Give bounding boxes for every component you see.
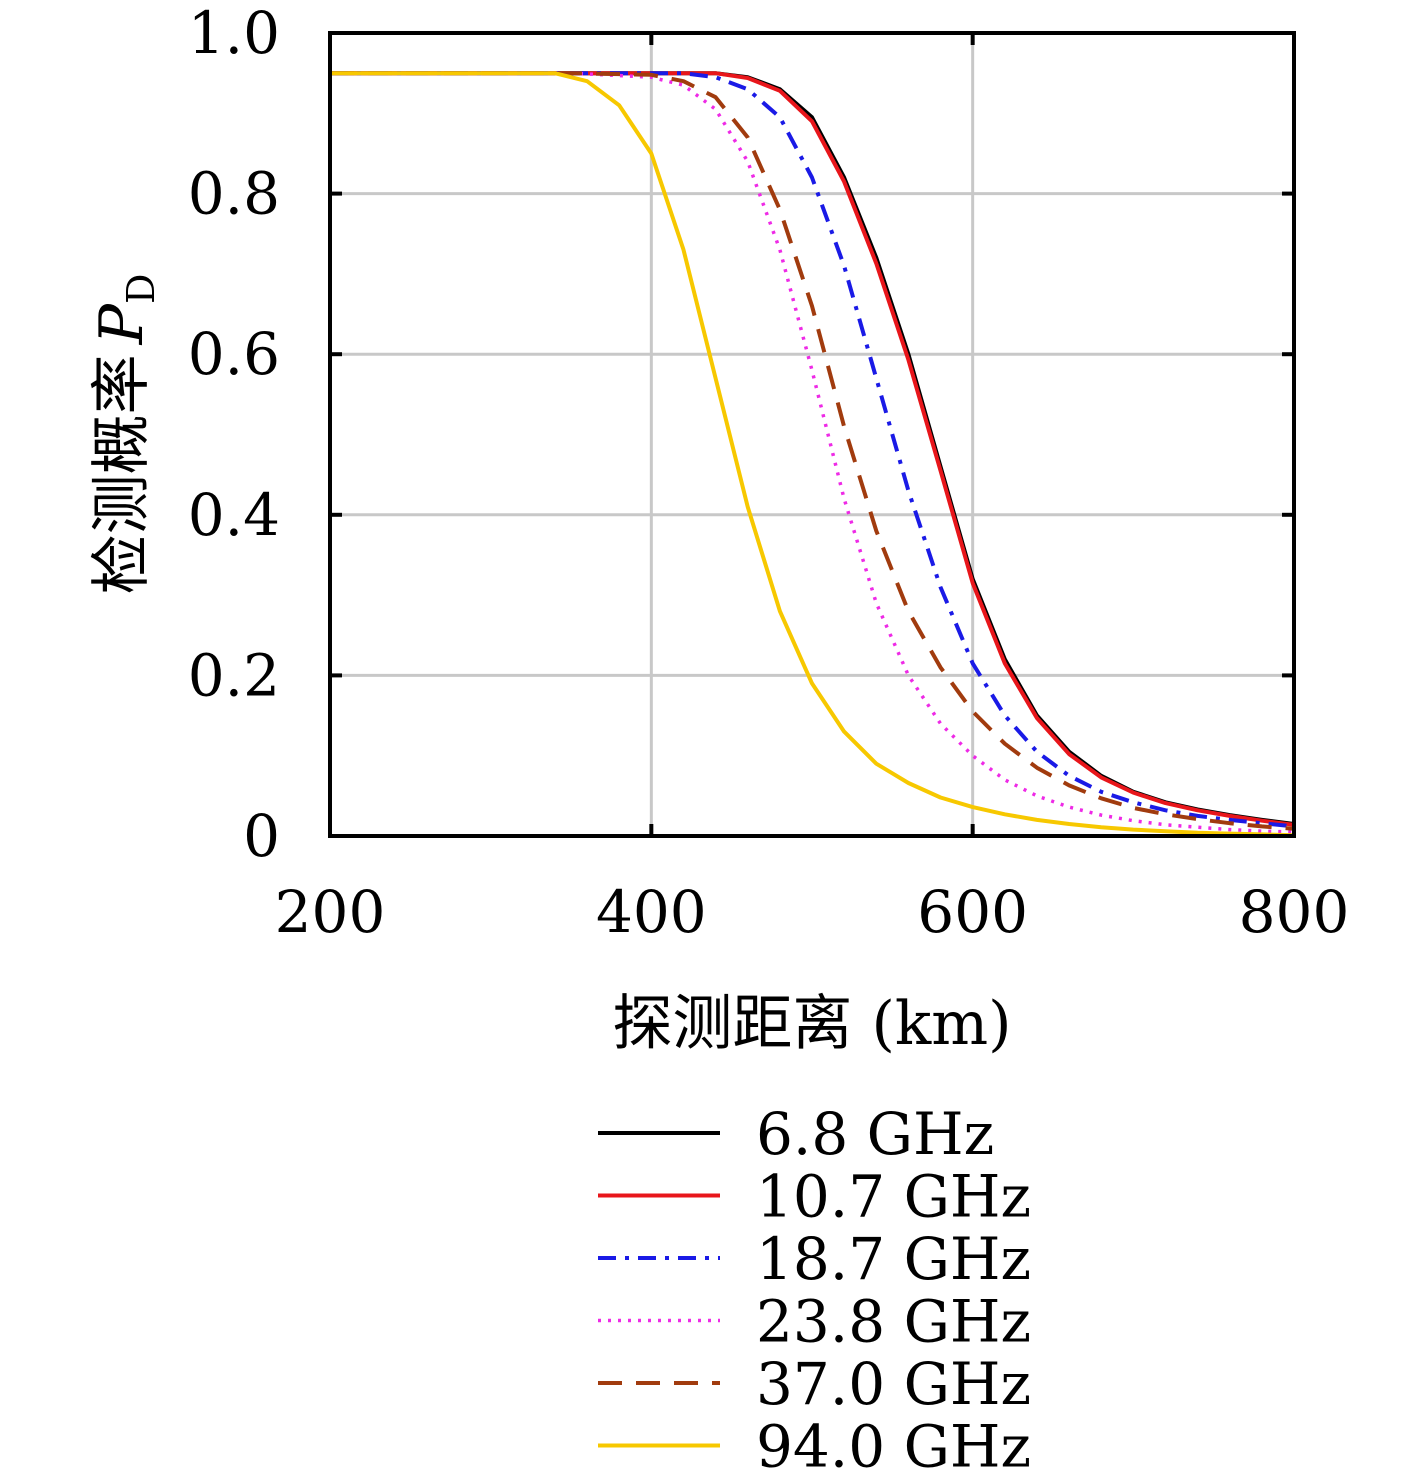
y-tick-label: 0.6 [188,320,280,388]
legend-label: 6.8 GHz [756,1100,994,1168]
grid-lines [330,33,1294,836]
legend-label: 94.0 GHz [756,1413,1031,1476]
y-tick-label: 1.0 [188,0,280,67]
series-line [330,71,1295,831]
y-axis-label-text: 检测概率 [87,354,157,594]
y-tick-label: 0.2 [188,641,280,709]
x-axis-label: 探测距离 (km) [612,989,1011,1059]
series-line [330,71,1295,829]
y-tick-label: 0 [243,802,280,870]
svg-text:检测概率PD: 检测概率 PD [87,274,163,595]
x-tick-label: 200 [275,878,386,946]
y-tick-label: 0.4 [188,481,280,549]
x-tick-label: 400 [596,878,707,946]
x-tick-label: 800 [1239,878,1350,946]
series-line [330,71,1295,826]
legend-label: 18.7 GHz [756,1225,1031,1293]
series-lines [330,71,1295,838]
y-tick-label: 0.8 [188,160,280,228]
series-line [330,71,1295,838]
y-axis-label-subscript: D [119,274,163,304]
legend-label: 23.8 GHz [756,1288,1031,1356]
plot-frame [328,31,1296,838]
x-tick-label: 600 [917,878,1028,946]
y-axis-label-symbol: P [87,302,157,345]
legend-label: 10.7 GHz [756,1163,1031,1231]
legend-label: 37.0 GHz [756,1350,1031,1418]
series-line [330,71,1295,834]
series-line [330,71,1295,827]
y-axis-label: 检测概率 PD [87,274,163,595]
axis-ticks: 200 400 600 800 0 0.2 0.4 0.6 0.8 1.0 [188,0,1350,946]
